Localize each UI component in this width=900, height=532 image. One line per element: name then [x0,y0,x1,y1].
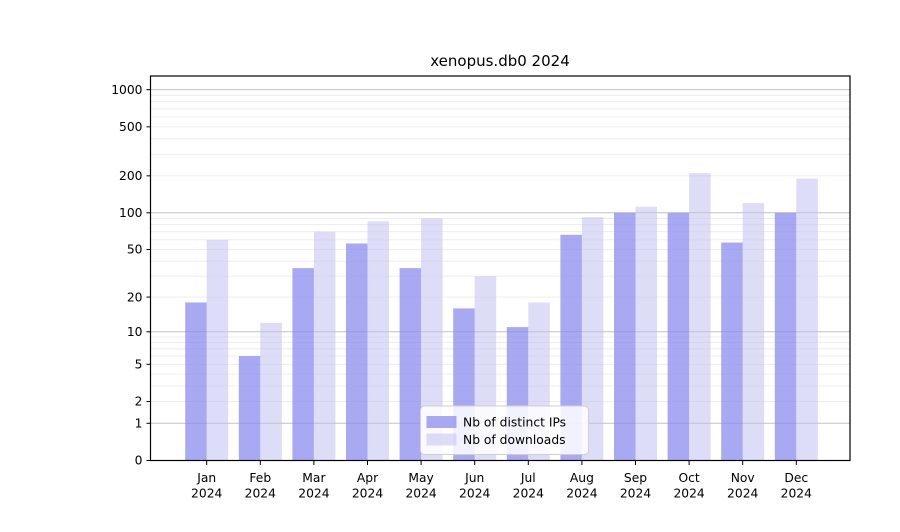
y-tick-label: 200 [119,169,142,183]
y-tick-label: 2 [135,395,143,409]
x-tick-label-month: Jan [196,471,216,485]
legend-swatch-nb-of-distinct-ips [426,416,457,428]
bar-feb-2024-nb-of-downloads [260,322,282,461]
x-tick-label-month: Aug [570,471,594,485]
x-tick-label-month: Oct [678,471,699,485]
bar-may-2024-nb-of-distinct-ips [399,268,422,461]
y-tick-label: 20 [127,290,143,304]
x-axis-ticks: Jan 2024 Feb 2024 Mar 2024 Apr 2024 May 2024 Jun 20… [191,460,812,501]
bar-sep-2024-nb-of-distinct-ips [614,212,636,461]
x-tick-label-year: 2024 [513,487,544,501]
y-axis-ticks: 0 1 2 5 10 20 50 100 200 500 1000 [111,83,151,468]
bar-oct-2024-nb-of-downloads [689,173,711,461]
bar-jan-2024-nb-of-distinct-ips [185,302,207,461]
x-tick-label-year: 2024 [459,487,490,501]
bar-mar-2024-nb-of-downloads [313,231,336,461]
chart-title: xenopus.db0 2024 [430,52,570,70]
y-tick-label: 100 [119,206,142,220]
legend-label-nb-of-downloads: Nb of downloads [463,433,566,447]
x-tick-label-month: Mar [302,471,326,485]
x-tick-label-year: 2024 [352,487,383,501]
bar-apr-2024-nb-of-distinct-ips [346,243,368,461]
bar-oct-2024-nb-of-distinct-ips [667,212,690,461]
bar-nov-2024-nb-of-downloads [742,203,765,461]
y-tick-label: 1 [135,416,143,430]
bar-mar-2024-nb-of-distinct-ips [292,268,314,461]
x-tick-label-month: May [408,471,433,485]
x-tick-label-month: Jul [520,471,536,485]
legend: Nb of distinct IPs Nb of downloads [420,405,589,455]
bar-dec-2024-nb-of-downloads [796,178,818,461]
bar-dec-2024-nb-of-distinct-ips [774,212,797,461]
x-tick-label-month: Apr [357,471,379,485]
y-tick-label: 5 [135,358,143,372]
bar-may-2024-nb-of-downloads [421,218,443,461]
bar-jan-2024-nb-of-downloads [206,239,229,461]
plot-border [149,75,851,462]
y-tick-label: 1000 [111,83,142,97]
x-tick-label-year: 2024 [781,487,812,501]
x-tick-label-year: 2024 [298,487,329,501]
legend-label-nb-of-distinct-ips: Nb of distinct IPs [463,416,566,430]
y-tick-label: 500 [119,120,142,134]
bar-apr-2024-nb-of-downloads [367,221,389,461]
bar-sep-2024-nb-of-downloads [635,206,657,461]
x-tick-label-year: 2024 [620,487,651,501]
x-tick-label-year: 2024 [191,487,222,501]
bar-feb-2024-nb-of-distinct-ips [238,356,261,461]
bar-aug-2024-nb-of-distinct-ips [560,234,582,461]
x-tick-label-month: Dec [784,471,808,485]
x-tick-label-month: Sep [624,471,647,485]
download-stats-chart: xenopus.db0 2024 0 1 2 5 10 20 50 100 200 500 1000… [40,16,900,516]
x-tick-label-year: 2024 [673,487,704,501]
x-tick-label-year: 2024 [566,487,597,501]
x-tick-label-month: Feb [249,471,271,485]
legend-box [420,405,589,455]
x-tick-label-year: 2024 [245,487,276,501]
y-tick-label: 10 [127,325,143,339]
legend-swatch-nb-of-downloads [426,433,457,446]
x-tick-label-year: 2024 [405,487,436,501]
chart-plot: 0 1 2 5 10 20 50 100 200 500 1000 Jan 2024 Feb 2024 Mar… [111,75,851,501]
x-tick-label-year: 2024 [727,487,758,501]
x-tick-label-month: Nov [731,471,755,485]
bar-nov-2024-nb-of-distinct-ips [721,242,743,461]
y-tick-label: 0 [135,454,143,468]
y-tick-label: 50 [127,243,143,257]
x-tick-label-month: Jun [464,471,484,485]
bar-aug-2024-nb-of-downloads [581,217,604,461]
